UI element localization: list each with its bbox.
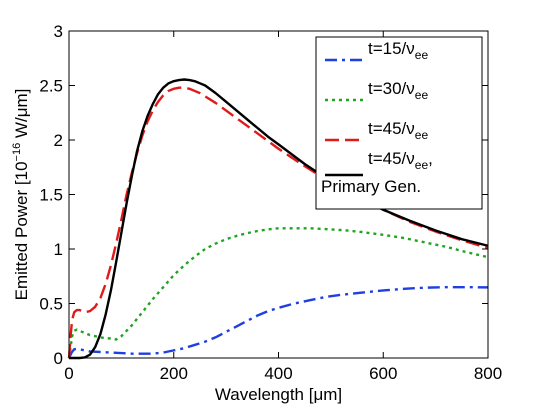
legend-label-4-line2: Primary Gen.	[321, 177, 421, 196]
x-tick-label: 200	[160, 364, 188, 383]
legend: t=15/νeet=30/νeet=45/νeet=45/νee,Primary…	[315, 36, 483, 210]
y-tick-label: 0	[54, 349, 63, 368]
legend-label-4: t=45/νee,	[368, 149, 433, 172]
legend-label-subscript: ee	[415, 88, 429, 102]
x-axis-label: Wavelength [μm]	[215, 385, 342, 404]
legend-label-comma: ,	[428, 149, 433, 168]
legend-label-main: t=45/ν	[368, 119, 415, 138]
x-tick-label: 400	[264, 364, 292, 383]
y-tick-label: 2	[54, 131, 63, 150]
legend-box	[315, 36, 483, 210]
legend-label-subscript: ee	[415, 158, 429, 172]
legend-label-subscript: ee	[415, 48, 429, 62]
series-layer	[67, 78, 489, 360]
x-tick-label: 800	[474, 364, 502, 383]
y-axis-label-main: Emitted Power [10	[12, 161, 31, 300]
y-axis-label-exponent: −16	[11, 143, 23, 162]
y-tick-label: 1.5	[39, 186, 63, 205]
legend-label-2: t=30/νee	[368, 79, 428, 102]
series-line-4	[69, 78, 489, 360]
legend-label-1: t=15/νee	[368, 39, 428, 62]
y-axis-label: Emitted Power [10−16 W/μm]	[11, 89, 31, 301]
legend-label-3: t=45/νee	[368, 119, 428, 142]
series-line-2	[67, 227, 489, 359]
ticks-layer: 0 200 400 600 800 0 0.5 1 1.5 2 2.5 3	[39, 22, 502, 383]
legend-label-subscript: ee	[415, 128, 429, 142]
series-line-1	[67, 285, 489, 359]
series-line-3	[67, 86, 489, 359]
legend-label-main: t=45/ν	[368, 149, 415, 168]
legend-label-main: t=30/ν	[368, 79, 415, 98]
y-tick-label: 1	[54, 240, 63, 259]
legend-label-main: t=15/ν	[368, 39, 415, 58]
y-tick-label: 2.5	[39, 77, 63, 96]
x-tick-label: 600	[369, 364, 397, 383]
x-tick-label: 0	[64, 364, 73, 383]
y-tick-label: 3	[54, 22, 63, 41]
y-axis-label-unit: W/μm]	[12, 89, 31, 143]
y-tick-label: 0.5	[39, 295, 63, 314]
